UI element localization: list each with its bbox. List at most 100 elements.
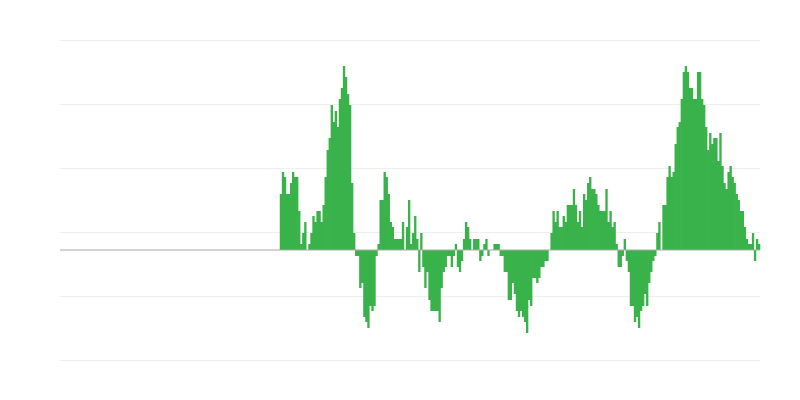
- bar: [432, 250, 435, 311]
- bar: [711, 144, 714, 250]
- bar: [666, 177, 669, 250]
- bar: [723, 183, 726, 250]
- bar: [357, 250, 360, 256]
- bar: [566, 205, 570, 250]
- bar: [371, 250, 374, 311]
- bar: [556, 211, 559, 250]
- bar: [574, 205, 578, 250]
- bar: [690, 88, 694, 250]
- bar: [751, 233, 755, 250]
- bar: [747, 244, 751, 250]
- bar: [627, 250, 631, 272]
- bar: [296, 177, 299, 250]
- bar: [674, 144, 677, 250]
- bar: [414, 216, 417, 250]
- bar: [410, 244, 413, 250]
- bar: [554, 222, 557, 250]
- bar: [589, 177, 592, 250]
- bar: [530, 250, 533, 306]
- bar: [393, 239, 397, 250]
- bar: [399, 239, 403, 250]
- bar: [458, 250, 462, 272]
- bar: [615, 244, 618, 250]
- bar: [405, 227, 409, 250]
- bar: [308, 244, 311, 250]
- bar: [611, 227, 614, 250]
- bar: [597, 205, 600, 250]
- bar: [735, 194, 738, 250]
- bar: [633, 250, 637, 322]
- bar: [438, 250, 441, 322]
- bar: [753, 250, 757, 261]
- bar: [599, 211, 602, 250]
- bar: [385, 177, 388, 250]
- bar: [749, 244, 753, 250]
- bar: [460, 250, 464, 261]
- bar: [342, 66, 346, 250]
- bar: [426, 250, 429, 272]
- bar: [320, 222, 323, 250]
- bar: [617, 250, 620, 267]
- bar: [607, 222, 610, 250]
- bar: [497, 244, 500, 250]
- bar: [324, 177, 327, 250]
- bar: [412, 233, 415, 250]
- bar: [348, 105, 352, 250]
- bar: [322, 205, 325, 250]
- bar: [326, 150, 329, 250]
- bar: [540, 250, 543, 267]
- bar: [473, 239, 476, 250]
- bar: [593, 189, 596, 250]
- bar: [517, 250, 521, 317]
- bar: [725, 189, 728, 250]
- bar: [420, 233, 423, 250]
- bar: [521, 250, 525, 317]
- bar: [621, 250, 624, 256]
- bar: [625, 250, 629, 261]
- bar: [448, 250, 451, 256]
- bar: [731, 177, 734, 250]
- bar: [662, 205, 665, 250]
- bar: [558, 227, 561, 250]
- bar: [595, 194, 598, 250]
- bar: [696, 72, 700, 250]
- bar: [316, 211, 319, 250]
- bar: [336, 127, 340, 250]
- bar: [629, 250, 633, 306]
- bar: [304, 222, 307, 250]
- bar: [641, 250, 645, 306]
- bar: [466, 227, 470, 250]
- bar: [676, 127, 679, 250]
- bar: [401, 222, 405, 250]
- bar: [462, 239, 466, 250]
- bar: [330, 105, 333, 250]
- bar: [700, 99, 704, 250]
- bar: [285, 194, 289, 250]
- bar: [475, 239, 478, 250]
- bar: [703, 105, 706, 250]
- bar: [501, 250, 504, 256]
- bar: [648, 250, 651, 283]
- bar: [523, 250, 527, 322]
- bar: [686, 72, 690, 250]
- bar: [375, 250, 378, 256]
- bar: [733, 183, 736, 250]
- bar: [391, 227, 395, 250]
- bar: [442, 250, 445, 272]
- bar: [654, 250, 657, 256]
- bar: [741, 211, 745, 250]
- bar: [623, 239, 626, 250]
- bar: [464, 222, 468, 250]
- bar: [737, 200, 740, 250]
- bar: [407, 200, 411, 250]
- bar: [536, 250, 539, 283]
- bar: [715, 138, 718, 250]
- bar: [450, 250, 454, 267]
- bar: [487, 250, 490, 256]
- bar: [503, 250, 506, 272]
- bar: [379, 200, 382, 250]
- bar: [719, 133, 722, 250]
- bar: [568, 205, 572, 250]
- bar: [291, 172, 295, 250]
- bar: [656, 233, 659, 250]
